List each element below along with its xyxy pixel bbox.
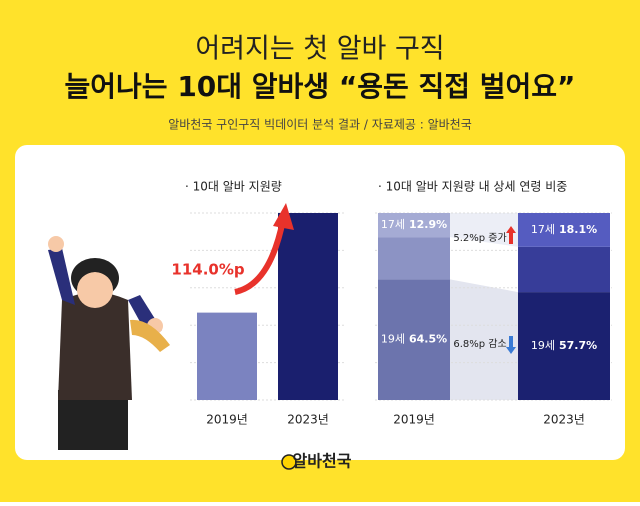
value-label: 12.9% <box>409 218 447 231</box>
bar-segment <box>378 237 450 280</box>
connector <box>450 279 518 400</box>
segment-label: 17세 18.1% <box>531 223 597 236</box>
bar-segment <box>518 213 610 247</box>
up-arrow <box>506 226 516 244</box>
annotation: 5.2%p 증가 <box>453 232 506 244</box>
bar-segment <box>378 279 450 400</box>
series-name: 17세 <box>531 223 555 236</box>
x-tick-label: 2023년 <box>543 413 585 427</box>
arrow <box>234 219 286 295</box>
chart-title: · 10대 알바 지원량 <box>185 180 282 194</box>
annotation: 6.8%p 감소 <box>453 338 506 350</box>
bar <box>197 312 257 400</box>
annotation: 114.0%p <box>171 261 244 279</box>
series-name: 17세 <box>381 218 405 231</box>
title-line2: 늘어나는 10대 알바생 “용돈 직접 벌어요” <box>65 70 576 103</box>
chart-title: · 10대 알바 지원량 내 상세 연령 비중 <box>378 180 567 194</box>
source: 알바천국 구인구직 빅데이터 분석 결과 / 자료제공 : 알바천국 <box>168 117 472 132</box>
bar-segment <box>378 213 450 238</box>
value-label: 64.5% <box>409 333 447 346</box>
bar <box>278 213 338 400</box>
value-label: 57.7% <box>559 339 597 352</box>
segment-label: 17세 12.9% <box>381 218 447 231</box>
bar-segment <box>518 292 610 400</box>
character <box>48 236 170 450</box>
title-line1: 어려지는 첫 알바 구직 <box>195 34 444 65</box>
logo: 알바천국 <box>293 452 352 471</box>
arrow-head <box>273 203 294 230</box>
logo-icon <box>281 454 297 470</box>
value-label: 18.1% <box>559 223 597 236</box>
x-tick-label: 2019년 <box>206 413 248 427</box>
x-tick-label: 2023년 <box>287 413 329 427</box>
bar-segment <box>518 246 610 293</box>
down-arrow <box>506 336 516 354</box>
segment-label: 19세 57.7% <box>531 339 597 352</box>
x-tick-label: 2019년 <box>393 413 435 427</box>
series-name: 19세 <box>381 333 405 346</box>
segment-label: 19세 64.5% <box>381 333 447 346</box>
series-name: 19세 <box>531 339 555 352</box>
charts: · 10대 알바 지원량 2019년 2023년 114.0%p · 10대 알바 지원… <box>171 180 612 427</box>
connector <box>450 213 518 247</box>
